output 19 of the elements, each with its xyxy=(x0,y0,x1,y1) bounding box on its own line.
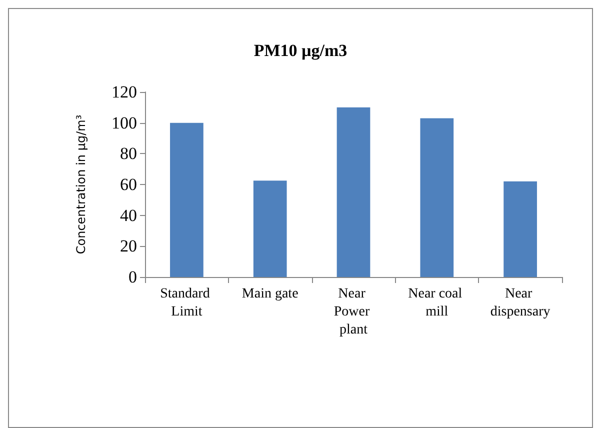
x-tick-label: Near Power plant xyxy=(334,286,374,338)
y-tick-label: 80 xyxy=(120,144,137,164)
y-axis-title: Concentration in µg/m³ xyxy=(74,114,88,254)
bar xyxy=(504,181,537,277)
y-tick-label: 100 xyxy=(112,113,137,132)
y-tick-label: 40 xyxy=(120,206,137,225)
x-tick-label: Standard Limit xyxy=(160,286,214,320)
bar xyxy=(336,107,370,277)
y-tick-label: 0 xyxy=(128,268,137,286)
chart-title: PM10 µg/m3 xyxy=(254,41,348,60)
y-tick-label: 120 xyxy=(112,82,137,102)
x-tick-label: Main gate xyxy=(242,286,298,302)
bar xyxy=(170,122,204,277)
x-tick-label: Near coal mill xyxy=(408,286,466,320)
y-tick-label: 60 xyxy=(120,175,137,194)
x-tick-label: Near dispensary xyxy=(490,286,550,320)
bar xyxy=(253,180,287,277)
bar xyxy=(420,118,454,277)
y-tick-label: 20 xyxy=(120,236,137,256)
